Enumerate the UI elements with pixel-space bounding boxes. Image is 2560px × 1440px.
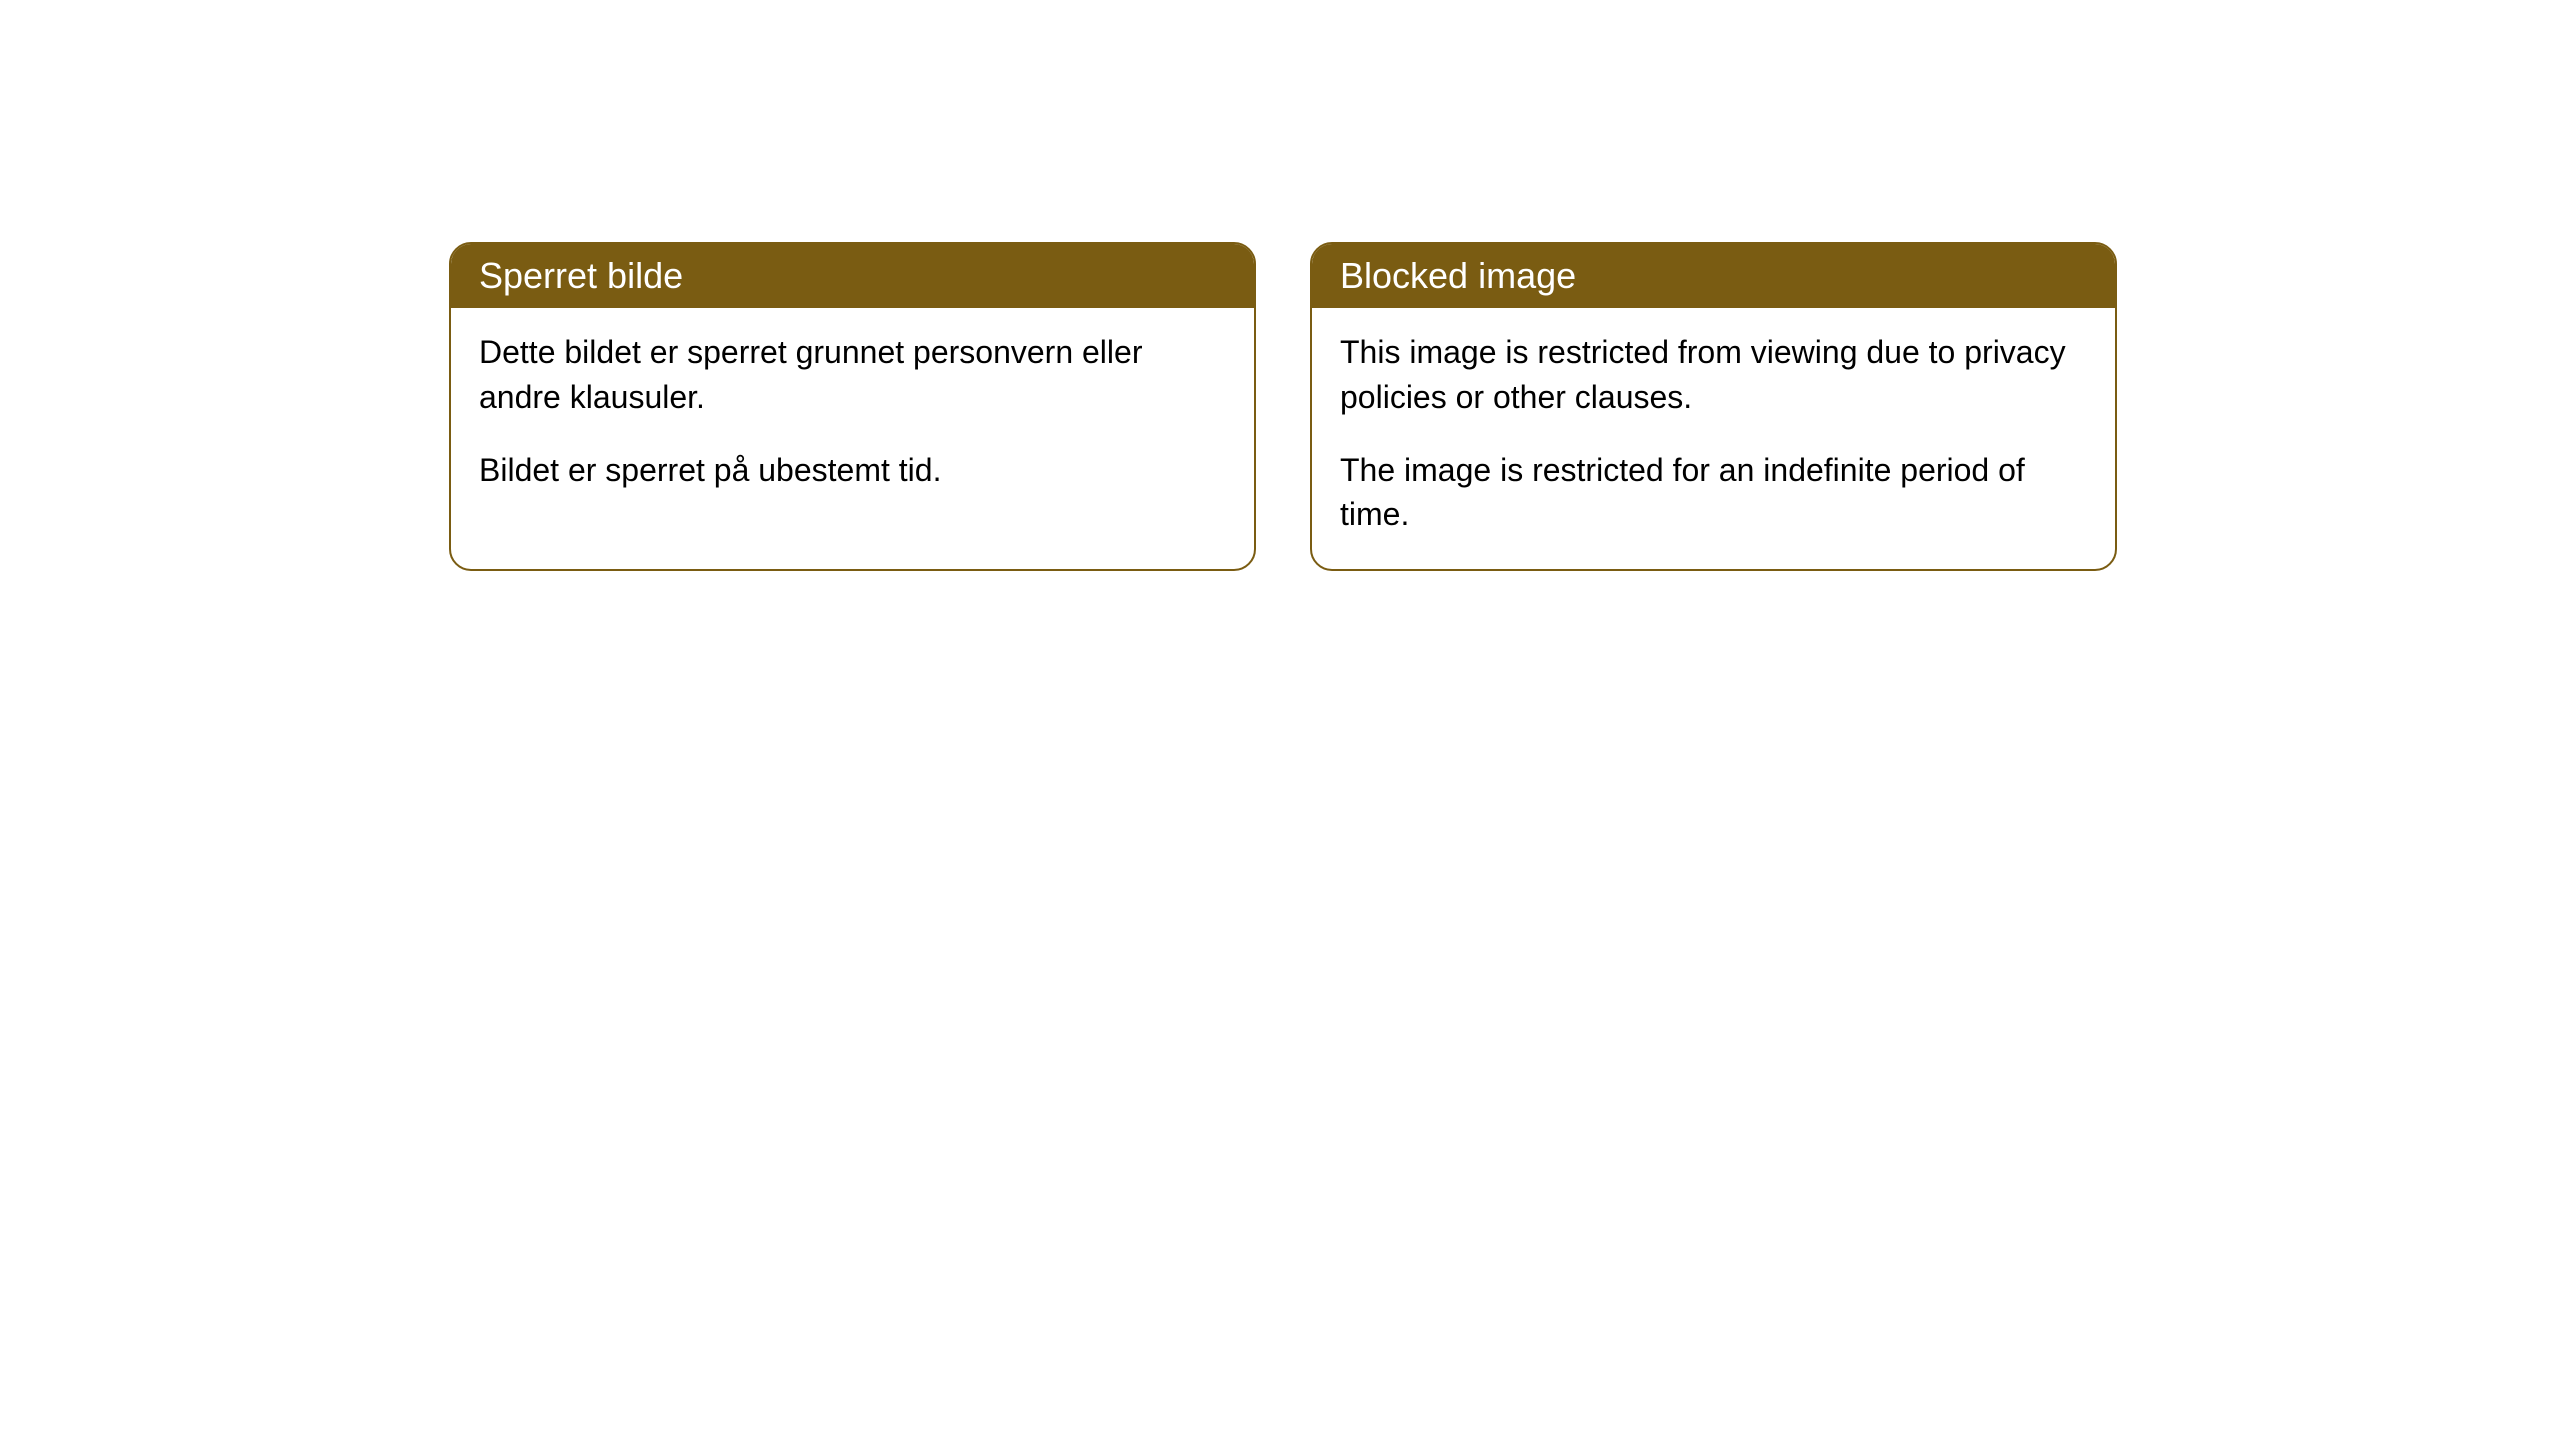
card-header: Blocked image — [1312, 244, 2115, 308]
cards-container: Sperret bilde Dette bildet er sperret gr… — [449, 242, 2560, 571]
card-body-paragraph: Bildet er sperret på ubestemt tid. — [479, 448, 1226, 493]
blocked-image-card-norwegian: Sperret bilde Dette bildet er sperret gr… — [449, 242, 1256, 571]
card-body-paragraph: This image is restricted from viewing du… — [1340, 330, 2087, 420]
card-body: This image is restricted from viewing du… — [1312, 308, 2115, 569]
card-header: Sperret bilde — [451, 244, 1254, 308]
card-body-paragraph: The image is restricted for an indefinit… — [1340, 448, 2087, 538]
blocked-image-card-english: Blocked image This image is restricted f… — [1310, 242, 2117, 571]
card-body: Dette bildet er sperret grunnet personve… — [451, 308, 1254, 524]
card-body-paragraph: Dette bildet er sperret grunnet personve… — [479, 330, 1226, 420]
